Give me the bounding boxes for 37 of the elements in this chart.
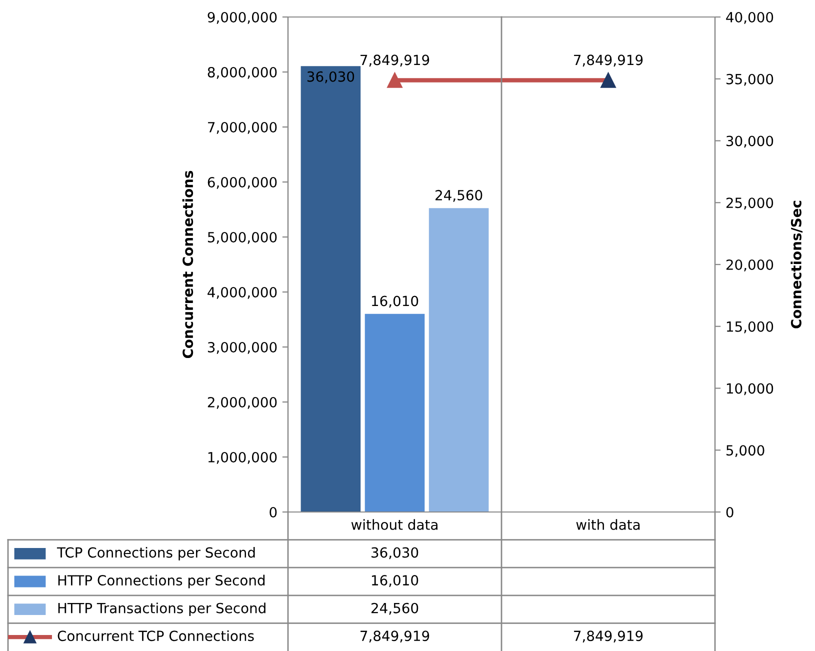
text: 36,030	[372, 547, 418, 560]
text: 7,849,919	[574, 54, 643, 67]
y-tick-label: 4,000,000	[208, 286, 277, 299]
y2-tick-label: 35,000	[726, 74, 774, 86]
text: 16,010	[372, 575, 418, 587]
y2-tick-label: 30,000	[726, 136, 774, 148]
legend-label: HTTP Transactions per Second	[58, 602, 266, 616]
x-tick-label: without data	[351, 519, 438, 530]
y2-tick-label: 15,000	[726, 321, 774, 334]
y-tick-label: 0	[270, 506, 277, 518]
y-axis-title: Concurrent Connections	[182, 170, 194, 358]
y2-tick-label: 10,000	[726, 383, 774, 396]
y-tick-label: 2,000,000	[208, 396, 277, 409]
y-tick-label: 8,000,000	[208, 66, 277, 79]
data-label: 36,030	[307, 71, 354, 84]
y-tick-label: 7,000,000	[208, 122, 277, 134]
data-label: 7,849,919	[574, 630, 643, 643]
legend-label: HTTP Connections per Second	[58, 574, 265, 588]
y-tick-label: 3,000,000	[208, 342, 277, 354]
data-label: 16,010	[372, 296, 418, 308]
y2-tick-label: 25,000	[726, 198, 774, 210]
y2-tick-label: 0	[726, 506, 734, 518]
y-tick-label: 1,000,000	[208, 452, 277, 464]
y-tick-label: 9,000,000	[208, 12, 277, 24]
y2-tick-label: 5,000	[726, 445, 764, 458]
data-label: 24,560	[436, 190, 482, 202]
text: 7,849,919	[360, 54, 430, 67]
text: 24,560	[371, 602, 418, 615]
y2-axis-title: Connections/Sec	[790, 200, 803, 328]
y2-tick-label: 40,000	[726, 12, 774, 24]
legend-label: Concurrent TCP Connections	[58, 630, 254, 642]
x-tick-label: with data	[576, 519, 640, 530]
legend-label: TCP Connections per Second	[56, 546, 255, 560]
data-label: 7,849,919	[360, 630, 430, 643]
y-tick-label: 6,000,000	[208, 176, 277, 189]
y-tick-label: 5,000,000	[208, 232, 277, 244]
y2-tick-label: 20,000	[726, 259, 774, 272]
